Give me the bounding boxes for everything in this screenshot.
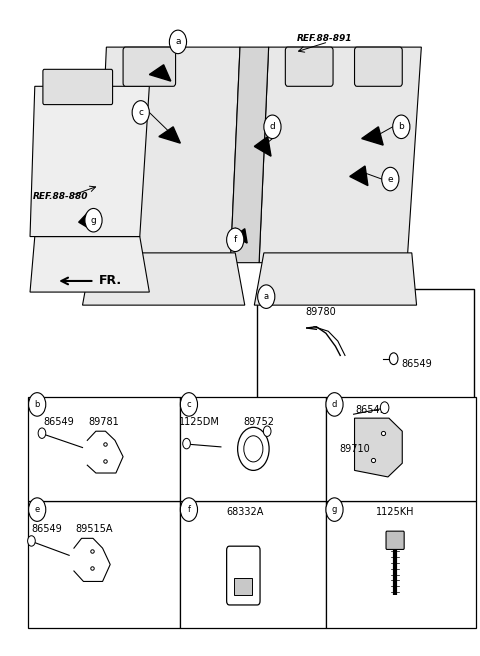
Text: f: f (234, 236, 237, 244)
Circle shape (389, 353, 398, 365)
Text: f: f (187, 505, 191, 514)
Text: a: a (264, 292, 269, 301)
Text: 68332A: 68332A (226, 507, 264, 517)
Text: g: g (91, 216, 96, 225)
Circle shape (326, 393, 343, 416)
Text: 86549: 86549 (43, 417, 74, 427)
Polygon shape (230, 47, 269, 262)
Polygon shape (254, 136, 271, 156)
Polygon shape (159, 127, 180, 143)
Circle shape (169, 30, 187, 54)
Polygon shape (83, 253, 245, 305)
Polygon shape (259, 47, 421, 262)
Circle shape (227, 228, 244, 251)
Circle shape (382, 167, 399, 191)
Text: 86549: 86549 (401, 359, 432, 369)
Polygon shape (350, 166, 368, 186)
Text: d: d (332, 400, 337, 409)
Text: e: e (387, 174, 393, 184)
Text: b: b (35, 400, 40, 409)
Text: REF.88-880: REF.88-880 (33, 192, 88, 201)
FancyBboxPatch shape (234, 578, 252, 594)
Text: c: c (187, 400, 191, 409)
Text: b: b (398, 122, 404, 131)
Text: 86549: 86549 (356, 405, 386, 415)
Polygon shape (30, 237, 149, 292)
Polygon shape (234, 229, 247, 243)
Circle shape (380, 402, 389, 413)
FancyBboxPatch shape (180, 501, 326, 628)
FancyBboxPatch shape (227, 546, 260, 605)
FancyBboxPatch shape (326, 501, 476, 628)
Polygon shape (149, 65, 171, 81)
Text: REF.88-891: REF.88-891 (297, 34, 353, 43)
Circle shape (28, 536, 35, 546)
Circle shape (183, 438, 191, 449)
Polygon shape (79, 213, 90, 229)
Polygon shape (254, 253, 417, 305)
FancyBboxPatch shape (43, 70, 113, 104)
Circle shape (264, 426, 271, 436)
Circle shape (38, 428, 46, 438)
Circle shape (85, 209, 102, 232)
Circle shape (238, 427, 269, 470)
Text: 1125DM: 1125DM (179, 417, 220, 427)
Text: 89781: 89781 (89, 417, 120, 427)
FancyBboxPatch shape (28, 397, 180, 501)
Circle shape (264, 115, 281, 138)
Circle shape (29, 498, 46, 522)
Circle shape (258, 285, 275, 308)
Text: c: c (138, 108, 143, 117)
Text: 86549: 86549 (31, 524, 62, 534)
Text: d: d (270, 122, 276, 131)
Text: e: e (35, 505, 40, 514)
FancyBboxPatch shape (386, 531, 404, 550)
Polygon shape (97, 47, 240, 262)
FancyBboxPatch shape (180, 397, 326, 501)
Circle shape (180, 393, 198, 416)
Text: 89515A: 89515A (76, 524, 113, 534)
Polygon shape (355, 418, 402, 477)
Circle shape (29, 393, 46, 416)
Polygon shape (30, 87, 149, 237)
Circle shape (180, 498, 198, 522)
Polygon shape (362, 127, 383, 145)
FancyBboxPatch shape (257, 289, 474, 400)
Text: 89710: 89710 (339, 444, 370, 454)
FancyBboxPatch shape (123, 47, 176, 87)
Text: 1125KH: 1125KH (376, 507, 414, 517)
FancyBboxPatch shape (355, 47, 402, 87)
FancyBboxPatch shape (285, 47, 333, 87)
Text: 89752: 89752 (243, 417, 275, 427)
Text: a: a (175, 37, 180, 47)
Text: g: g (332, 505, 337, 514)
Text: 89780: 89780 (306, 306, 336, 317)
FancyBboxPatch shape (326, 397, 476, 501)
Circle shape (244, 436, 263, 462)
FancyBboxPatch shape (28, 501, 180, 628)
Circle shape (326, 498, 343, 522)
Circle shape (132, 100, 149, 124)
Circle shape (393, 115, 410, 138)
Text: FR.: FR. (99, 274, 122, 287)
